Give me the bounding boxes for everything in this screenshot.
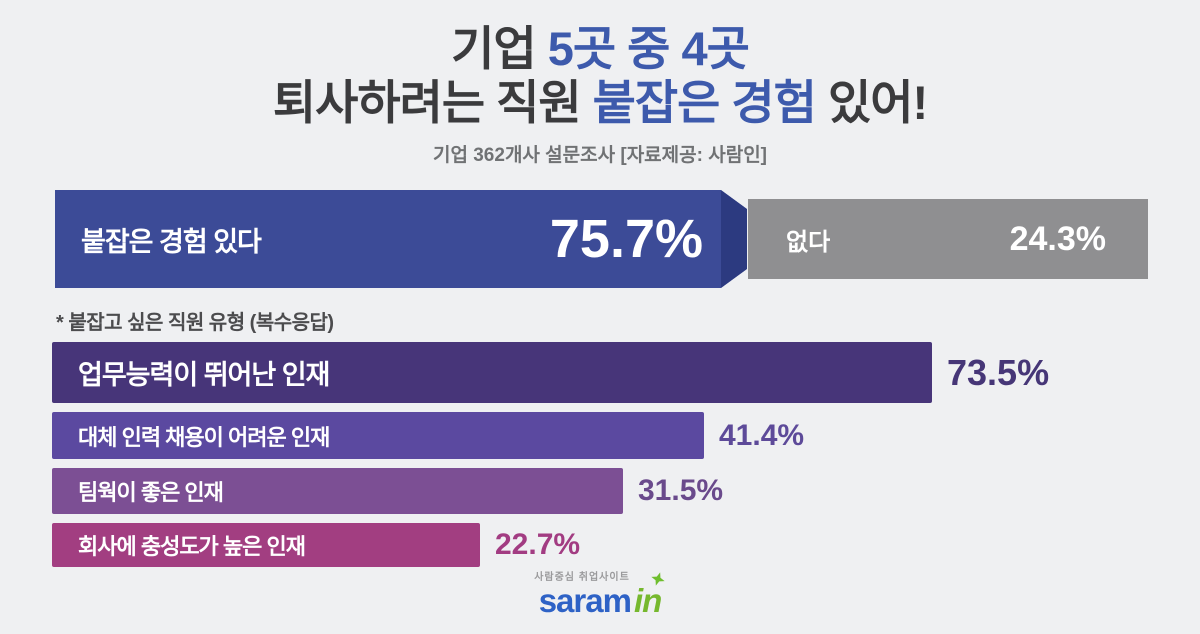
- title-block: 기업 5곳 중 4곳 퇴사하려는 직원 붙잡은 경험 있어! 기업 362개사 …: [0, 22, 1200, 167]
- reason-label: 업무능력이 뛰어난 인재: [78, 360, 330, 390]
- reason-row: 회사에 충성도가 높은 인재 22.7%: [52, 523, 580, 567]
- reason-value: 22.7%: [495, 528, 581, 561]
- logo-wordmark-in-text: in: [633, 582, 662, 619]
- bar-yes-experience: 붙잡은 경험 있다 75.7%: [55, 190, 747, 288]
- bar-yes-value: 75.7%: [549, 209, 703, 269]
- bar-yes-label: 붙잡은 경험 있다: [81, 226, 261, 257]
- logo-wordmark-saram: saram: [538, 582, 632, 619]
- title-line-1: 기업 5곳 중 4곳: [0, 22, 1200, 76]
- reason-row: 대체 인력 채용이 어려운 인재 41.4%: [52, 412, 804, 459]
- logo-wordmark-in: in: [633, 572, 665, 619]
- title-line1-accent: 5곳 중 4곳: [547, 22, 750, 75]
- title-line2-dark1: 퇴사하려는 직원: [272, 76, 593, 129]
- reason-value: 31.5%: [638, 474, 724, 507]
- reason-row: 팀웍이 좋은 인재 31.5%: [52, 468, 723, 514]
- title-line1-dark: 기업: [451, 22, 548, 75]
- reason-bar: 회사에 충성도가 높은 인재: [52, 523, 480, 567]
- reason-value: 41.4%: [719, 418, 805, 452]
- reason-bar: 대체 인력 채용이 어려운 인재: [52, 412, 704, 459]
- title-line-2: 퇴사하려는 직원 붙잡은 경험 있어!: [0, 76, 1200, 130]
- title-line2-accent: 붙잡은 경험: [592, 76, 817, 129]
- reason-bar: 팀웍이 좋은 인재: [52, 468, 623, 514]
- reason-row: 업무능력이 뛰어난 인재 73.5%: [52, 342, 1049, 403]
- reason-label: 회사에 충성도가 높은 인재: [78, 534, 306, 559]
- reason-value: 73.5%: [947, 351, 1050, 393]
- reason-bar: 업무능력이 뛰어난 인재: [52, 342, 932, 403]
- title-line2-dark2: 있어!: [815, 76, 928, 129]
- bar-no-value: 24.3%: [1009, 219, 1106, 258]
- reasons-section-heading: * 붙잡고 싶은 직원 유형 (복수응답): [56, 312, 334, 334]
- logo-tagline: 사람중심 취업사이트: [534, 572, 630, 583]
- survey-source-subtitle: 기업 362개사 설문조사 [자료제공: 사람인]: [433, 145, 767, 166]
- bar-no-experience: 없다 24.3%: [748, 199, 1148, 279]
- sprout-star-icon: [651, 572, 665, 586]
- reason-label: 대체 인력 채용이 어려운 인재: [78, 424, 330, 450]
- reason-label: 팀웍이 좋은 인재: [78, 480, 224, 505]
- bar-no-label: 없다: [786, 228, 831, 256]
- saramin-logo: 사람중심 취업사이트 saramin: [0, 568, 1200, 618]
- logo-wordmark: saramin: [538, 572, 665, 619]
